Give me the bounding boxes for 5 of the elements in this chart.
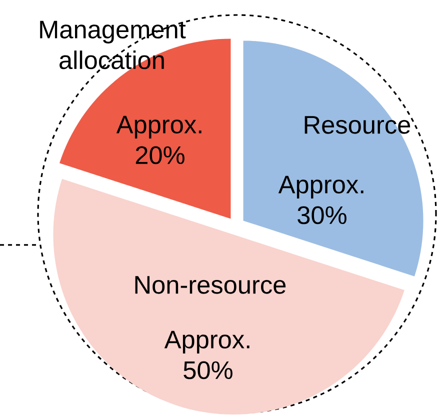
data-label: Approx. 50% xyxy=(164,330,250,380)
slice-label: Non-resource xyxy=(135,276,286,294)
slice-label: Resource xyxy=(304,116,410,134)
data-label: Approx. 30% xyxy=(278,176,364,224)
data-label: Approx. 20% xyxy=(116,116,202,164)
